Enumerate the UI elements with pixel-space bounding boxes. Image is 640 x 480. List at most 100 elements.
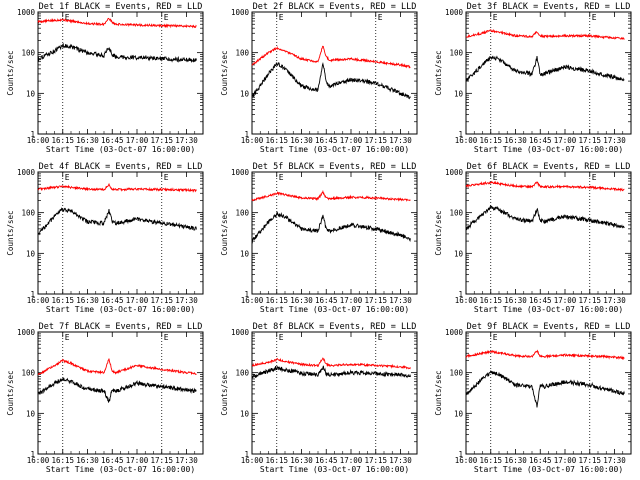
x-axis-label: Start Time (03-Oct-07 16:00:00): [260, 465, 409, 474]
x-tick-label: 16:30: [76, 296, 99, 305]
event-marker-label: E: [65, 13, 70, 22]
x-tick-label: 16:45: [315, 296, 338, 305]
y-tick-label: 1: [244, 450, 249, 459]
series-line-events: [37, 42, 197, 64]
y-tick-label: 10: [240, 409, 250, 418]
series-line-lld: [251, 189, 411, 202]
x-tick-label: 17:15: [150, 136, 173, 145]
event-marker-label: E: [65, 333, 70, 342]
x-tick-label: 16:15: [51, 136, 74, 145]
x-tick-label: 16:00: [455, 456, 478, 465]
detector-panel-6: Det 6f BLACK = Events, RED = LLD 1 10 100 10…: [434, 162, 632, 314]
x-tick-label: 16:00: [455, 136, 478, 145]
x-tick-label: 17:15: [150, 296, 173, 305]
series-line-events: [251, 365, 411, 379]
x-tick-label: 16:00: [27, 296, 50, 305]
panel-title: Det 2f BLACK = Events, RED = LLD: [253, 2, 417, 12]
y-tick-label: 100: [235, 209, 249, 218]
series-line-events: [37, 207, 197, 236]
x-tick-label: 17:15: [150, 456, 173, 465]
x-tick-label: 17:30: [389, 136, 412, 145]
y-tick-label: 1000: [231, 8, 250, 17]
y-tick-label: 1000: [445, 328, 464, 337]
y-axis-label: Counts/sec: [6, 50, 15, 95]
x-tick-label: 16:00: [241, 456, 264, 465]
y-tick-label: 1: [30, 290, 35, 299]
series-line-lld: [465, 28, 625, 41]
x-tick-label: 17:00: [340, 136, 363, 145]
y-tick-label: 1000: [17, 168, 36, 177]
x-tick-label: 16:00: [241, 136, 264, 145]
series-line-lld: [251, 45, 411, 69]
event-marker-label: E: [378, 173, 383, 182]
x-tick-label: 16:45: [101, 296, 124, 305]
panel-title: Det 1f BLACK = Events, RED = LLD: [39, 2, 203, 12]
panel-title: Det 5f BLACK = Events, RED = LLD: [253, 162, 417, 172]
x-tick-label: 17:15: [364, 136, 387, 145]
x-tick-label: 17:00: [554, 296, 577, 305]
x-tick-label: 17:30: [389, 296, 412, 305]
event-marker-label: E: [592, 13, 597, 22]
y-tick-label: 1: [244, 290, 249, 299]
detector-panel-4: Det 4f BLACK = Events, RED = LLD 1 10 100 10…: [6, 162, 204, 314]
detector-panel-1: Det 1f BLACK = Events, RED = LLD 1 10 100 10…: [6, 2, 204, 154]
y-tick-label: 100: [21, 209, 35, 218]
panel-title: Det 4f BLACK = Events, RED = LLD: [39, 162, 203, 172]
event-marker-label: E: [164, 333, 169, 342]
x-tick-label: 16:45: [101, 456, 124, 465]
x-tick-label: 16:00: [27, 136, 50, 145]
x-axis-label: Start Time (03-Oct-07 16:00:00): [46, 145, 195, 154]
y-axis-label: Counts/sec: [220, 210, 229, 255]
y-axis-label: Counts/sec: [434, 210, 443, 255]
y-tick-label: 1000: [231, 328, 250, 337]
detector-panel-2: Det 2f BLACK = Events, RED = LLD 1 10 100 10…: [220, 2, 418, 154]
y-axis-label: Counts/sec: [434, 370, 443, 415]
series-line-events: [251, 211, 411, 244]
series-line-lld: [251, 357, 411, 370]
series-line-lld: [37, 182, 197, 193]
y-tick-label: 10: [454, 249, 464, 258]
x-tick-label: 17:00: [554, 136, 577, 145]
x-tick-label: 17:15: [364, 456, 387, 465]
x-tick-label: 16:15: [479, 296, 502, 305]
x-axis-label: Start Time (03-Oct-07 16:00:00): [46, 465, 195, 474]
y-tick-label: 1: [458, 130, 463, 139]
event-marker-label: E: [164, 13, 169, 22]
event-marker-label: E: [279, 13, 284, 22]
x-tick-label: 17:30: [389, 456, 412, 465]
x-tick-label: 16:15: [265, 136, 288, 145]
x-axis-label: Start Time (03-Oct-07 16:00:00): [260, 305, 409, 314]
y-axis-label: Counts/sec: [220, 370, 229, 415]
y-tick-label: 100: [235, 49, 249, 58]
series-line-events: [37, 377, 197, 404]
y-tick-label: 10: [454, 89, 464, 98]
x-tick-label: 16:30: [76, 136, 99, 145]
x-tick-label: 17:00: [126, 136, 149, 145]
x-tick-label: 16:45: [529, 456, 552, 465]
y-tick-label: 10: [26, 89, 36, 98]
event-marker-label: E: [592, 173, 597, 182]
x-tick-label: 17:15: [578, 136, 601, 145]
event-marker-label: E: [378, 333, 383, 342]
x-tick-label: 17:30: [175, 136, 198, 145]
x-tick-label: 16:15: [51, 296, 74, 305]
y-tick-label: 1: [30, 450, 35, 459]
event-marker-label: E: [493, 333, 498, 342]
panel-title: Det 7f BLACK = Events, RED = LLD: [39, 322, 203, 332]
y-tick-label: 1: [244, 130, 249, 139]
x-axis-label: Start Time (03-Oct-07 16:00:00): [46, 305, 195, 314]
x-tick-label: 17:00: [126, 296, 149, 305]
detector-panel-8: Det 8f BLACK = Events, RED = LLD 1 10 100 10…: [220, 322, 418, 474]
y-tick-label: 10: [26, 409, 36, 418]
x-tick-label: 17:30: [175, 296, 198, 305]
x-tick-label: 16:00: [241, 296, 264, 305]
panel-title: Det 6f BLACK = Events, RED = LLD: [467, 162, 631, 172]
x-axis-label: Start Time (03-Oct-07 16:00:00): [474, 465, 623, 474]
y-tick-label: 1000: [445, 8, 464, 17]
event-marker-label: E: [164, 173, 169, 182]
panel-title: Det 8f BLACK = Events, RED = LLD: [253, 322, 417, 332]
detector-panel-9: Det 9f BLACK = Events, RED = LLD 1 10 100 10…: [434, 322, 632, 474]
x-tick-label: 16:15: [265, 296, 288, 305]
